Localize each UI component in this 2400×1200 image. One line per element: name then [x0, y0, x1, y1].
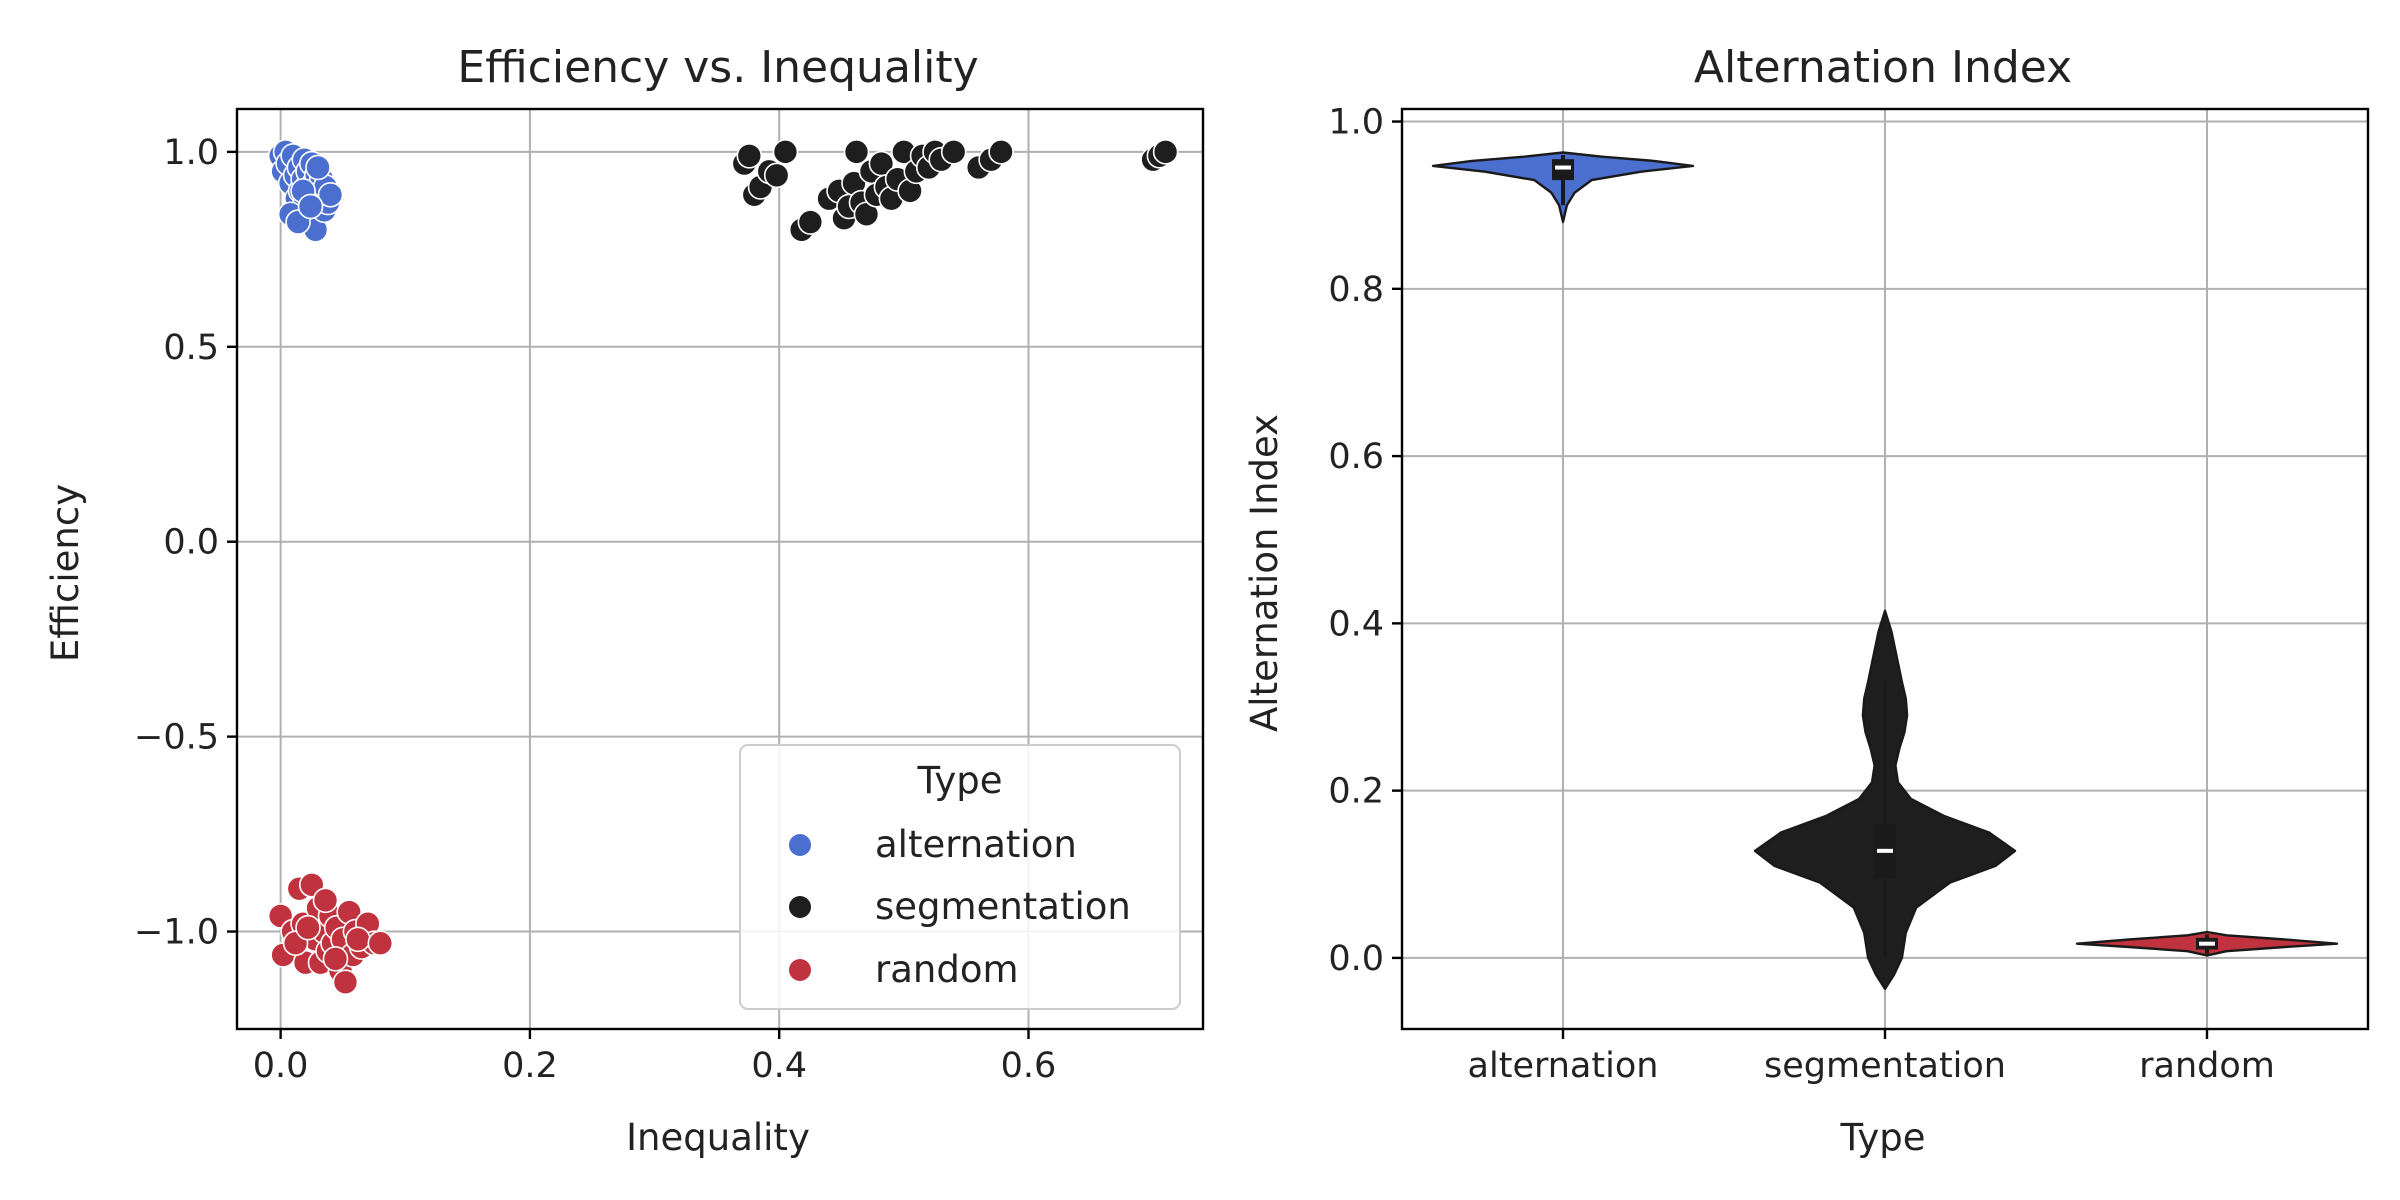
scatter-grid	[237, 109, 1203, 1029]
legend-label-segmentation: segmentation	[875, 885, 1131, 928]
legend: Type alternation segmentation random	[739, 744, 1181, 1010]
scatter-title: Efficiency vs. Inequality	[457, 42, 978, 93]
violin-y-tick-label: 0.6	[1328, 437, 1384, 477]
scatter-point-segmentation	[988, 139, 1014, 165]
scatter-point-random	[295, 914, 321, 941]
violin-iqr-box-alternation	[1552, 159, 1574, 181]
violin-y-tick-label: 0.8	[1328, 270, 1384, 310]
violin-title: Alternation Index	[1694, 42, 2072, 93]
violin-panel: Alternation Index alternation segmentatio…	[1243, 42, 2370, 1159]
violin-x-tick-label: random	[2139, 1046, 2275, 1086]
scatter-x-tick-label: 0.6	[1001, 1046, 1057, 1086]
legend-box	[739, 744, 1181, 1010]
scatter-point-segmentation	[763, 162, 790, 189]
violin-y-tick-label: 0.0	[1328, 939, 1384, 979]
legend-label-random: random	[875, 948, 1019, 991]
violins	[1431, 151, 2339, 991]
violin-ticks: alternation segmentation random 0.0 0.2 0.4 0.…	[1328, 103, 2275, 1086]
scatter-point-alternation	[305, 154, 331, 181]
violin-y-tick-label: 1.0	[1328, 103, 1384, 143]
scatter-x-tick-label: 0.2	[502, 1046, 558, 1086]
violin-y-axis-label: Alternation Index	[1243, 414, 1286, 732]
scatter-y-tick-label: 0.0	[163, 523, 219, 563]
scatter-point-segmentation	[772, 139, 799, 165]
scatter-point-segmentation	[940, 139, 967, 165]
scatter-x-axis-label: Inequality	[626, 1116, 810, 1159]
scatter-y-tick-label: −0.5	[134, 718, 219, 758]
scatter-x-tick-label: 0.4	[751, 1046, 807, 1086]
legend-title: Type	[917, 759, 1003, 802]
scatter-frame	[235, 107, 1205, 1031]
violin-y-tick-label: 0.4	[1328, 604, 1384, 644]
scatter-points	[267, 139, 1179, 996]
scatter-point-segmentation	[736, 142, 763, 169]
violin-x-tick-label: segmentation	[1764, 1046, 2006, 1086]
scatter-point-random	[345, 926, 371, 953]
scatter-point-alternation	[317, 181, 344, 208]
scatter-y-axis-label: Efficiency	[44, 484, 87, 662]
legend-marker-random	[789, 959, 811, 981]
violin-y-tick-label: 0.2	[1328, 772, 1384, 812]
violin-x-axis-label: Type	[1840, 1116, 1926, 1159]
scatter-y-tick-label: 0.5	[163, 328, 219, 368]
scatter-point-random	[332, 969, 359, 996]
scatter-point-segmentation	[1152, 139, 1179, 165]
legend-label-alternation: alternation	[875, 823, 1077, 866]
legend-marker-segmentation	[789, 896, 811, 918]
scatter-point-segmentation	[797, 209, 824, 235]
scatter-ticks: 0.0 0.2 0.4 0.6 1.0 0.5 0.0 −0.5 −1.0	[134, 133, 1056, 1086]
scatter-y-tick-label: −1.0	[134, 913, 219, 953]
scatter-point-segmentation	[843, 139, 870, 165]
scatter-point-random	[367, 930, 394, 957]
scatter-point-random	[322, 946, 349, 972]
scatter-panel: Efficiency vs. Inequality 0.0 0.2 0.4 0.6 1.…	[44, 42, 1205, 1159]
scatter-y-tick-label: 1.0	[163, 133, 219, 173]
scatter-x-tick-label: 0.0	[253, 1046, 309, 1086]
scatter-point-random	[312, 887, 339, 914]
scatter-point-alternation	[297, 193, 324, 220]
violin-x-tick-label: alternation	[1468, 1046, 1659, 1086]
legend-marker-alternation	[789, 834, 811, 856]
